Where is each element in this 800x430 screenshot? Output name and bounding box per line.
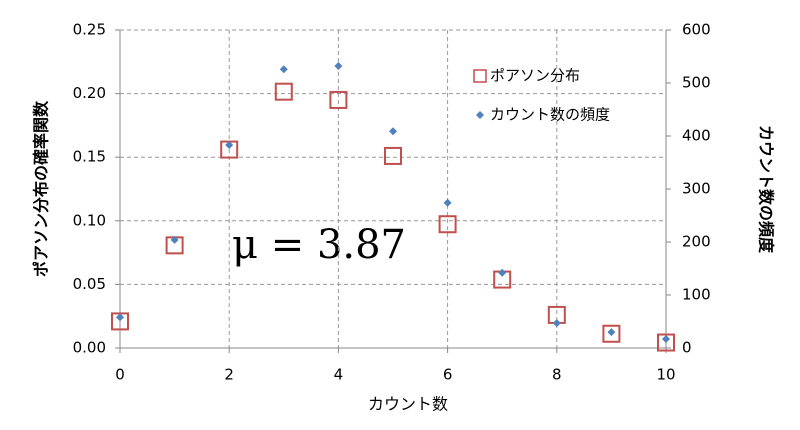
y-tick-label: 0.00 bbox=[73, 339, 106, 357]
x-tick-label: 8 bbox=[552, 366, 562, 384]
y2-tick-label: 500 bbox=[682, 74, 711, 92]
point bbox=[602, 324, 621, 343]
point bbox=[552, 319, 561, 328]
x-axis-label: カウント数 bbox=[368, 395, 448, 414]
point bbox=[274, 82, 293, 101]
y-tick-label: 0.25 bbox=[73, 21, 106, 39]
y2-tick-label: 200 bbox=[682, 233, 711, 251]
point bbox=[657, 333, 675, 352]
x-tick-label: 2 bbox=[224, 366, 234, 384]
point bbox=[334, 62, 343, 71]
y2-tick-label: 0 bbox=[682, 339, 692, 357]
point bbox=[607, 328, 616, 337]
y2-tick-label: 600 bbox=[682, 21, 711, 39]
point bbox=[329, 90, 348, 109]
x-tick-label: 10 bbox=[656, 366, 675, 384]
point bbox=[384, 146, 402, 165]
annotation: μ = 3.87 bbox=[232, 222, 406, 268]
y-tick-label: 0.10 bbox=[73, 211, 106, 229]
legend-label: ポアソン分布 bbox=[490, 67, 580, 85]
point bbox=[279, 65, 288, 74]
point bbox=[438, 215, 457, 234]
point bbox=[116, 313, 124, 322]
y-axis-label: ポアソン分布の確率関数 bbox=[32, 100, 51, 277]
y-tick-label: 0.20 bbox=[73, 84, 106, 102]
point bbox=[498, 268, 507, 277]
point bbox=[662, 334, 670, 343]
x-tick-label: 6 bbox=[443, 366, 453, 384]
legend-label: カウント数の頻度 bbox=[490, 106, 610, 124]
x-tick-label: 0 bbox=[115, 366, 125, 384]
point bbox=[389, 127, 397, 136]
point bbox=[225, 141, 234, 150]
y2-tick-label: 100 bbox=[682, 286, 711, 304]
legend-marker bbox=[473, 69, 487, 83]
y2-axis-label: カウント数の頻度 bbox=[757, 125, 776, 254]
y2-tick-label: 300 bbox=[682, 180, 711, 198]
y-tick-label: 0.05 bbox=[73, 275, 106, 293]
y2-tick-label: 400 bbox=[682, 127, 711, 145]
x-tick-label: 4 bbox=[334, 366, 344, 384]
y-tick-label: 0.15 bbox=[73, 148, 106, 166]
legend-marker bbox=[476, 111, 484, 119]
point bbox=[443, 198, 452, 207]
point bbox=[170, 235, 179, 244]
